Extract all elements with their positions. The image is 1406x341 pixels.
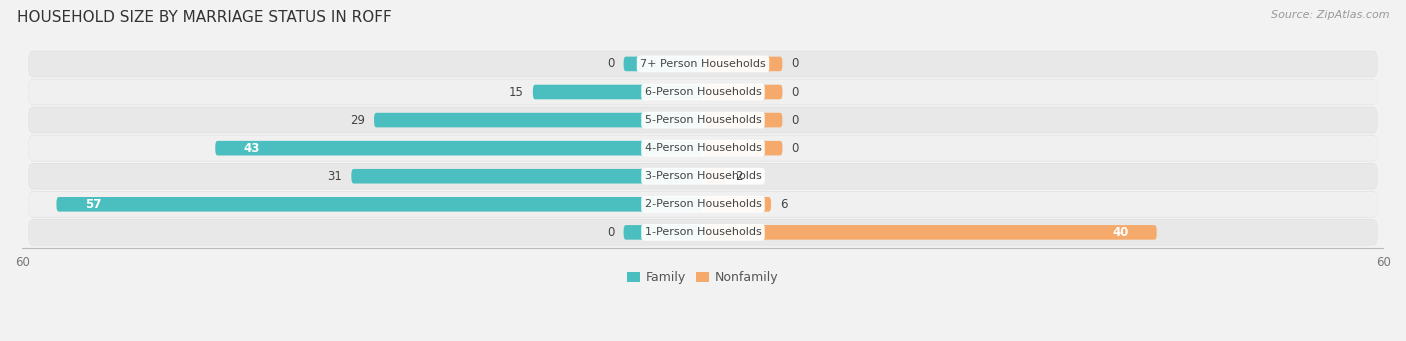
Text: 6: 6 <box>780 198 787 211</box>
Text: 57: 57 <box>84 198 101 211</box>
Text: 4-Person Households: 4-Person Households <box>644 143 762 153</box>
FancyBboxPatch shape <box>28 164 1378 189</box>
Text: 0: 0 <box>792 57 799 71</box>
FancyBboxPatch shape <box>28 191 1378 218</box>
Text: 43: 43 <box>243 142 260 155</box>
Legend: Family, Nonfamily: Family, Nonfamily <box>623 266 783 290</box>
Text: 2: 2 <box>735 170 742 183</box>
FancyBboxPatch shape <box>28 219 1378 246</box>
FancyBboxPatch shape <box>56 197 703 212</box>
FancyBboxPatch shape <box>703 141 782 155</box>
FancyBboxPatch shape <box>624 57 703 71</box>
Text: 40: 40 <box>1112 226 1129 239</box>
FancyBboxPatch shape <box>703 85 782 99</box>
FancyBboxPatch shape <box>215 141 703 155</box>
FancyBboxPatch shape <box>28 107 1378 133</box>
Text: 0: 0 <box>607 57 614 71</box>
FancyBboxPatch shape <box>28 135 1378 161</box>
FancyBboxPatch shape <box>703 225 1157 240</box>
FancyBboxPatch shape <box>28 51 1378 77</box>
Text: 3-Person Households: 3-Person Households <box>644 171 762 181</box>
Text: 5-Person Households: 5-Person Households <box>644 115 762 125</box>
Text: 31: 31 <box>328 170 342 183</box>
FancyBboxPatch shape <box>28 79 1378 105</box>
Text: 15: 15 <box>509 86 524 99</box>
FancyBboxPatch shape <box>28 135 1378 161</box>
Text: 1-Person Households: 1-Person Households <box>644 227 762 237</box>
FancyBboxPatch shape <box>703 197 770 212</box>
FancyBboxPatch shape <box>703 113 782 128</box>
FancyBboxPatch shape <box>703 169 725 183</box>
FancyBboxPatch shape <box>28 192 1378 217</box>
Text: 0: 0 <box>792 142 799 155</box>
Text: 0: 0 <box>792 86 799 99</box>
FancyBboxPatch shape <box>28 51 1378 77</box>
Text: 0: 0 <box>607 226 614 239</box>
Text: 6-Person Households: 6-Person Households <box>644 87 762 97</box>
FancyBboxPatch shape <box>28 79 1378 105</box>
FancyBboxPatch shape <box>624 225 703 240</box>
FancyBboxPatch shape <box>28 107 1378 133</box>
Text: 29: 29 <box>350 114 366 127</box>
FancyBboxPatch shape <box>374 113 703 128</box>
FancyBboxPatch shape <box>352 169 703 183</box>
Text: 7+ Person Households: 7+ Person Households <box>640 59 766 69</box>
Text: 2-Person Households: 2-Person Households <box>644 199 762 209</box>
FancyBboxPatch shape <box>28 220 1378 245</box>
Text: 0: 0 <box>792 114 799 127</box>
FancyBboxPatch shape <box>533 85 703 99</box>
Text: Source: ZipAtlas.com: Source: ZipAtlas.com <box>1271 10 1389 20</box>
FancyBboxPatch shape <box>703 57 782 71</box>
Text: HOUSEHOLD SIZE BY MARRIAGE STATUS IN ROFF: HOUSEHOLD SIZE BY MARRIAGE STATUS IN ROF… <box>17 10 392 25</box>
FancyBboxPatch shape <box>28 163 1378 189</box>
